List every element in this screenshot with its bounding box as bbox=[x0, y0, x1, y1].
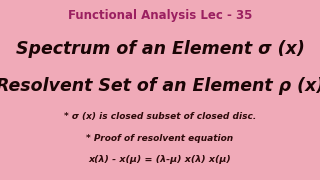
Text: Spectrum of an Element σ (x): Spectrum of an Element σ (x) bbox=[16, 40, 304, 58]
Text: Functional Analysis Lec - 35: Functional Analysis Lec - 35 bbox=[68, 9, 252, 22]
Text: * σ (x) is closed subset of closed disc.: * σ (x) is closed subset of closed disc. bbox=[64, 112, 256, 122]
Text: x(λ) - x(μ) = (λ-μ) x(λ) x(μ): x(λ) - x(μ) = (λ-μ) x(λ) x(μ) bbox=[89, 155, 231, 164]
Text: * Proof of resolvent equation: * Proof of resolvent equation bbox=[86, 134, 234, 143]
Text: Resolvent Set of an Element ρ (x): Resolvent Set of an Element ρ (x) bbox=[0, 77, 320, 95]
